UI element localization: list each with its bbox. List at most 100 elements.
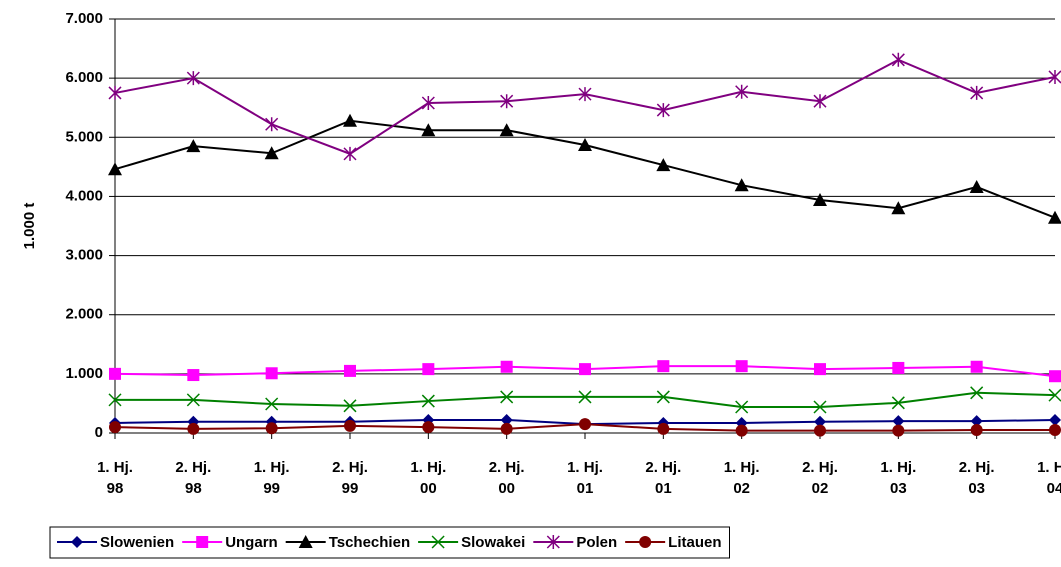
marker bbox=[657, 360, 670, 373]
marker bbox=[813, 192, 827, 206]
marker bbox=[1048, 210, 1061, 224]
marker bbox=[187, 422, 200, 435]
marker bbox=[265, 117, 279, 132]
marker bbox=[970, 85, 984, 100]
y-tick-label: 2.000 bbox=[65, 306, 103, 323]
x-tick-label: 1. Hj. 98 bbox=[97, 459, 133, 497]
y-tick-label: 0 bbox=[95, 424, 103, 441]
marker bbox=[421, 95, 435, 110]
marker bbox=[500, 413, 513, 426]
marker bbox=[421, 394, 435, 408]
x-tick-label: 2. Hj. 99 bbox=[332, 459, 368, 497]
x-tick-label: 2. Hj. 03 bbox=[958, 459, 995, 497]
x-tick-label: 1. Hj. 99 bbox=[253, 459, 290, 497]
marker bbox=[579, 418, 591, 431]
marker bbox=[735, 360, 748, 373]
marker bbox=[970, 415, 983, 428]
marker bbox=[735, 424, 748, 437]
y-tick-label: 5.000 bbox=[65, 128, 103, 145]
marker bbox=[970, 424, 983, 437]
x-tick-label: 1. Hj. 03 bbox=[880, 459, 917, 497]
series-line bbox=[114, 119, 1056, 219]
legend-label: Ungarn bbox=[225, 534, 278, 551]
marker bbox=[892, 361, 905, 374]
series-line bbox=[115, 391, 1056, 408]
marker bbox=[970, 360, 983, 373]
marker bbox=[1049, 413, 1061, 426]
x-tick-label: 1. Hj. 00 bbox=[410, 459, 447, 497]
marker bbox=[500, 94, 514, 109]
marker bbox=[109, 421, 121, 434]
marker bbox=[813, 94, 827, 109]
legend-label: Polen bbox=[576, 534, 617, 551]
y-tick-label: 1.000 bbox=[65, 365, 103, 382]
x-tick-label: 2. Hj. 02 bbox=[802, 459, 838, 497]
marker bbox=[343, 399, 357, 413]
x-tick-label: 1. Hj. 04 bbox=[1037, 459, 1061, 497]
x-tick-label: 2. Hj. 00 bbox=[488, 459, 525, 497]
marker bbox=[343, 146, 357, 161]
marker bbox=[264, 146, 279, 160]
legend-label: Litauen bbox=[668, 534, 721, 551]
marker bbox=[500, 422, 513, 435]
marker bbox=[108, 85, 122, 100]
marker bbox=[108, 393, 122, 407]
marker bbox=[186, 71, 200, 86]
x-tick-label: 2. Hj. 01 bbox=[645, 459, 682, 497]
marker bbox=[735, 400, 749, 414]
marker bbox=[499, 123, 514, 137]
marker bbox=[1049, 424, 1061, 437]
marker bbox=[891, 396, 905, 410]
y-tick-label: 7.000 bbox=[65, 10, 103, 27]
marker bbox=[892, 415, 905, 428]
x-tick-label: 1. Hj. 01 bbox=[567, 459, 603, 497]
marker bbox=[656, 390, 670, 404]
y-tick-label: 3.000 bbox=[65, 247, 103, 264]
legend-marker bbox=[546, 535, 560, 549]
legend-label: Slowenien bbox=[100, 534, 174, 551]
x-tick-label: 1. Hj. 02 bbox=[723, 459, 760, 497]
marker bbox=[813, 400, 827, 414]
marker bbox=[578, 137, 592, 151]
marker bbox=[344, 364, 356, 377]
legend-label: Slowakei bbox=[461, 534, 525, 551]
legend-marker bbox=[431, 535, 445, 549]
marker bbox=[1048, 69, 1061, 84]
marker bbox=[344, 419, 356, 432]
marker bbox=[734, 178, 749, 192]
legend-marker bbox=[196, 536, 209, 548]
legend-marker bbox=[298, 535, 313, 548]
marker bbox=[814, 424, 826, 437]
marker bbox=[343, 113, 357, 127]
y-tick-label: 6.000 bbox=[65, 69, 103, 86]
marker bbox=[265, 367, 278, 380]
x-tick-label: 2. Hj. 98 bbox=[175, 459, 212, 497]
marker bbox=[656, 158, 671, 172]
marker bbox=[1048, 388, 1061, 402]
marker bbox=[814, 363, 826, 376]
marker bbox=[579, 363, 591, 376]
y-tick-label: 4.000 bbox=[65, 187, 103, 204]
legend-label: Tschechien bbox=[329, 534, 410, 551]
marker bbox=[969, 179, 984, 193]
marker bbox=[970, 386, 984, 400]
legend-box bbox=[49, 526, 730, 559]
marker bbox=[735, 84, 749, 99]
marker bbox=[422, 421, 435, 434]
marker bbox=[500, 390, 514, 404]
marker bbox=[109, 367, 121, 380]
marker bbox=[421, 123, 436, 137]
marker bbox=[1049, 370, 1061, 383]
marker bbox=[265, 422, 278, 435]
marker bbox=[578, 390, 592, 404]
marker bbox=[814, 415, 826, 428]
marker bbox=[578, 87, 592, 102]
marker bbox=[891, 52, 905, 67]
y-axis-title: 1.000 t bbox=[21, 203, 38, 250]
marker bbox=[108, 162, 122, 176]
marker bbox=[422, 363, 435, 376]
marker bbox=[657, 422, 670, 435]
legend-marker bbox=[639, 536, 652, 548]
